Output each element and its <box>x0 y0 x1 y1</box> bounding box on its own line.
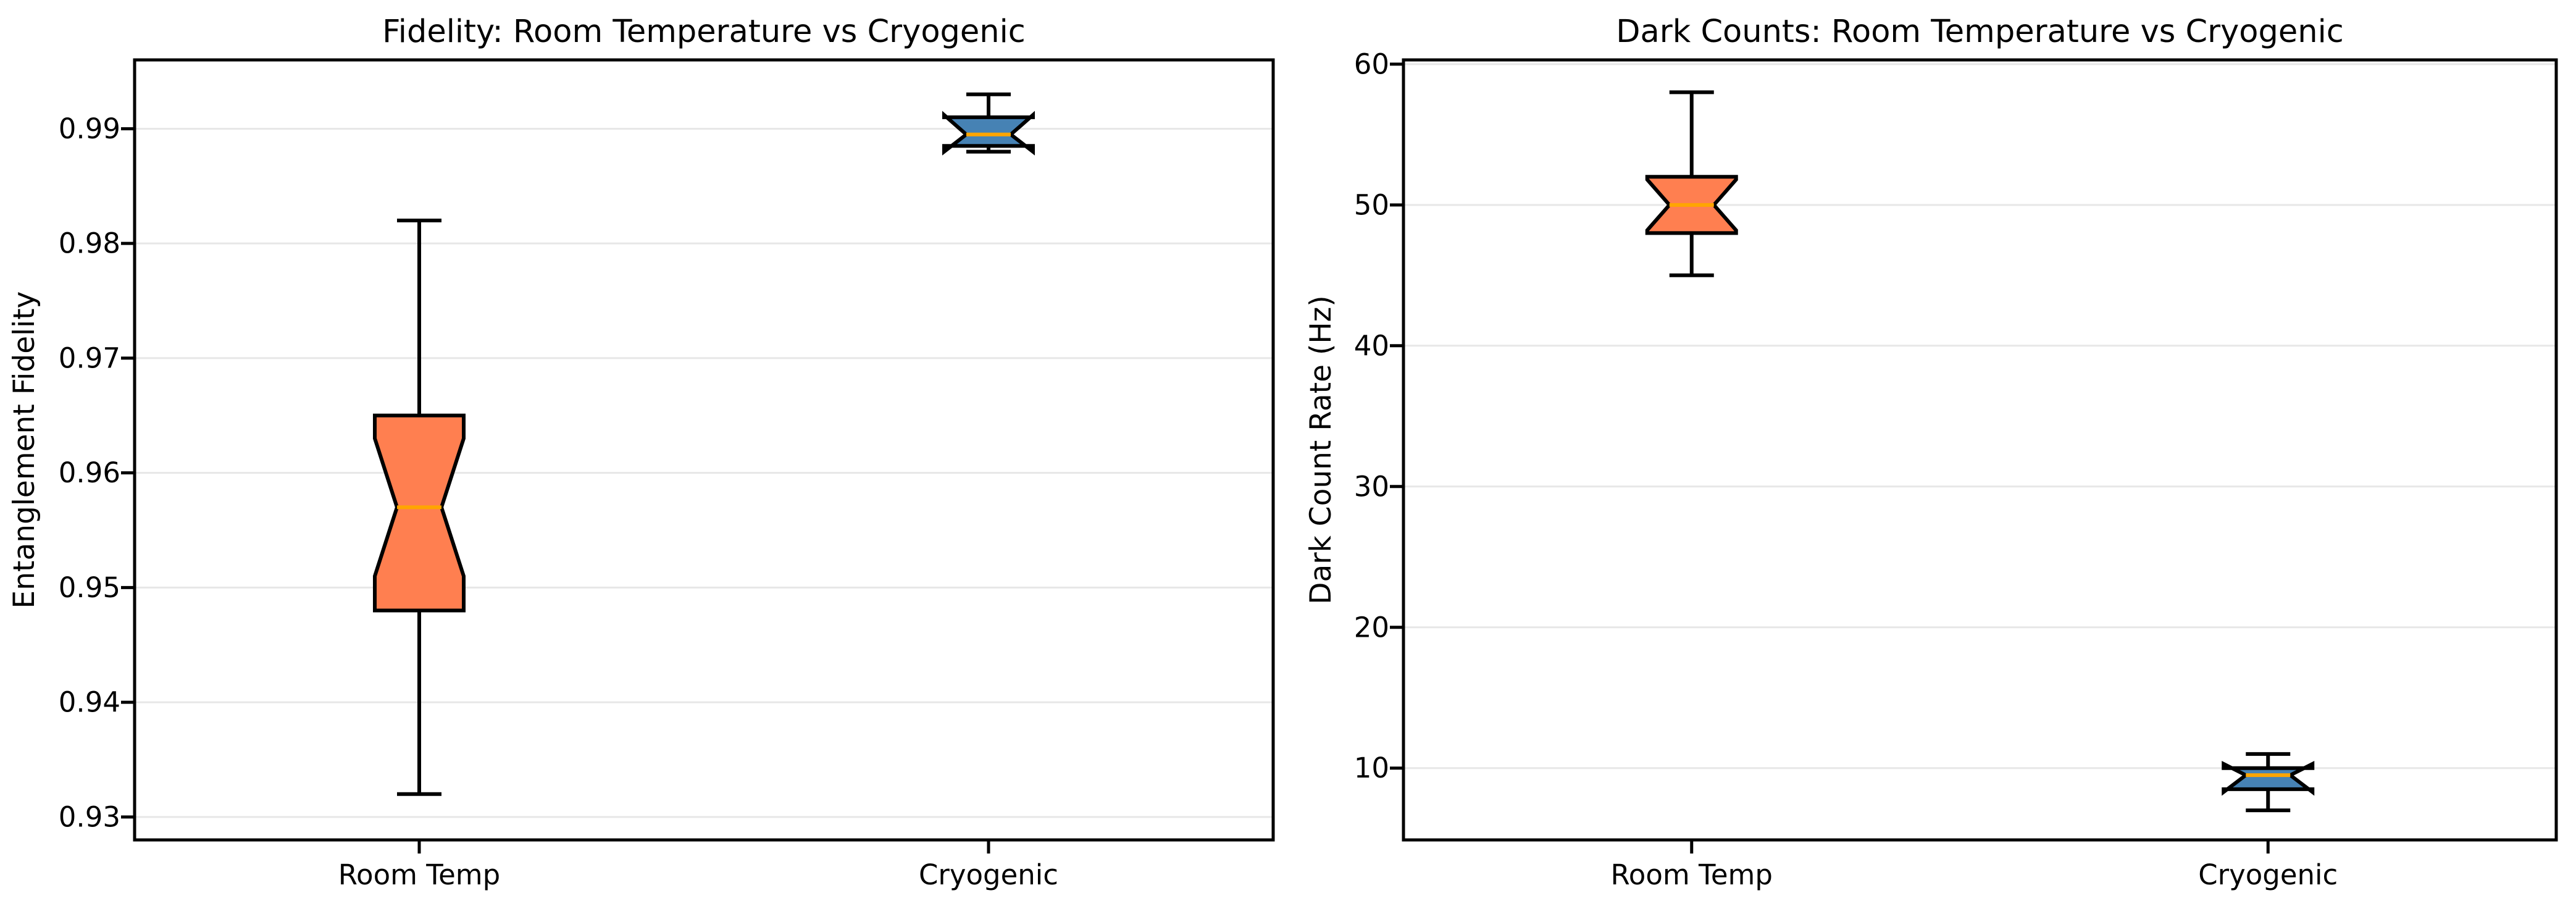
y-tick-label: 30 <box>1354 470 1389 503</box>
plot-area <box>135 60 1273 840</box>
box-cryogenic-group <box>942 92 1035 156</box>
axes-frame <box>1402 58 2558 842</box>
box-room-temp-group <box>1645 90 1738 277</box>
y-tick-label: 0.93 <box>59 800 120 833</box>
x-tick-label-room-temp: Room Temp <box>338 858 500 891</box>
y-tick-label: 0.97 <box>59 342 120 374</box>
box-room-temp-group <box>373 219 466 796</box>
panel-title: Dark Counts: Room Temperature vs Cryogen… <box>1616 14 2344 50</box>
panel-title: Fidelity: Room Temperature vs Cryogenic <box>382 14 1026 50</box>
y-tick-label: 10 <box>1354 752 1389 784</box>
y-tick-label: 60 <box>1354 48 1389 80</box>
x-tick-label-cryogenic: Cryogenic <box>2198 858 2338 891</box>
y-tick-label: 0.99 <box>59 112 120 145</box>
box-room-temp <box>373 413 466 613</box>
box-cryogenic <box>2222 761 2315 796</box>
panel-1: 10 20 30 40 50 60 Room Temp Cryogenic Dark Count… <box>1304 14 2558 891</box>
y-tick-label: 0.95 <box>59 571 120 604</box>
x-tick-label-room-temp: Room Temp <box>1611 858 1773 891</box>
y-tick-label: 20 <box>1354 611 1389 644</box>
y-tick-label: 50 <box>1354 188 1389 221</box>
panel-0: 0.93 0.94 0.95 0.96 0.97 0.98 0.99 Room Temp Cry… <box>7 14 1275 891</box>
box-cryogenic-group <box>2222 752 2315 813</box>
y-axis-label: Dark Count Rate (Hz) <box>1304 295 1338 604</box>
axes-frame <box>133 58 1275 842</box>
y-tick-label: 0.98 <box>59 227 120 260</box>
plot-area <box>1403 60 2556 840</box>
y-tick-label: 0.94 <box>59 686 120 719</box>
y-tick-label: 40 <box>1354 329 1389 362</box>
y-axis-label: Entanglement Fidelity <box>7 292 41 609</box>
x-tick-label-cryogenic: Cryogenic <box>919 858 1058 891</box>
y-tick-label: 0.96 <box>59 456 120 489</box>
